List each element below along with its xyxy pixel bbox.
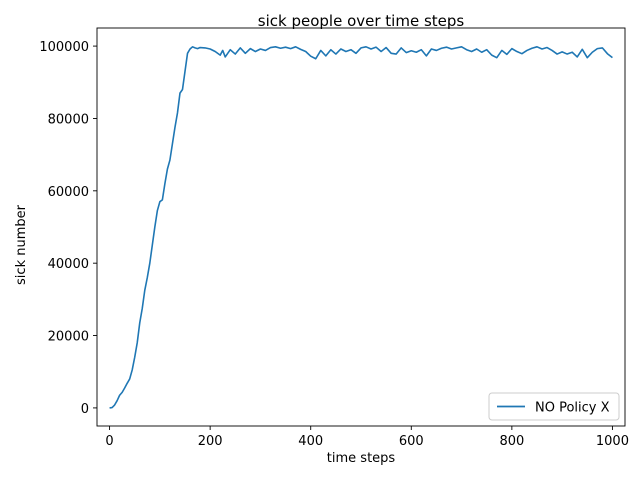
y-tick-label: 0 — [81, 402, 89, 417]
plot-area: 0 200 400 600 800 1000 0 20000 40000 60000 80000 10… — [39, 27, 629, 449]
y-tick-label: 40000 — [48, 257, 89, 272]
x-axis-label: time steps — [327, 451, 396, 466]
y-axis-label: sick number — [14, 204, 29, 285]
y-tick-label: 100000 — [39, 40, 89, 55]
x-tick-label: 1000 — [596, 434, 629, 449]
x-tick-label: 200 — [198, 434, 223, 449]
axes-frame — [96, 27, 626, 427]
chart-title: sick people over time steps — [258, 12, 465, 30]
y-tick-label: 20000 — [48, 330, 89, 345]
x-tick-label: 400 — [298, 434, 323, 449]
x-tick-label: 600 — [399, 434, 424, 449]
y-tick-label: 60000 — [48, 185, 89, 200]
series-line-0 — [109, 46, 613, 409]
legend-label: NO Policy X — [535, 401, 610, 416]
x-tick-label: 0 — [105, 434, 113, 449]
legend-box — [488, 392, 620, 421]
y-tick-label: 80000 — [48, 112, 89, 127]
x-tick-label: 800 — [499, 434, 524, 449]
